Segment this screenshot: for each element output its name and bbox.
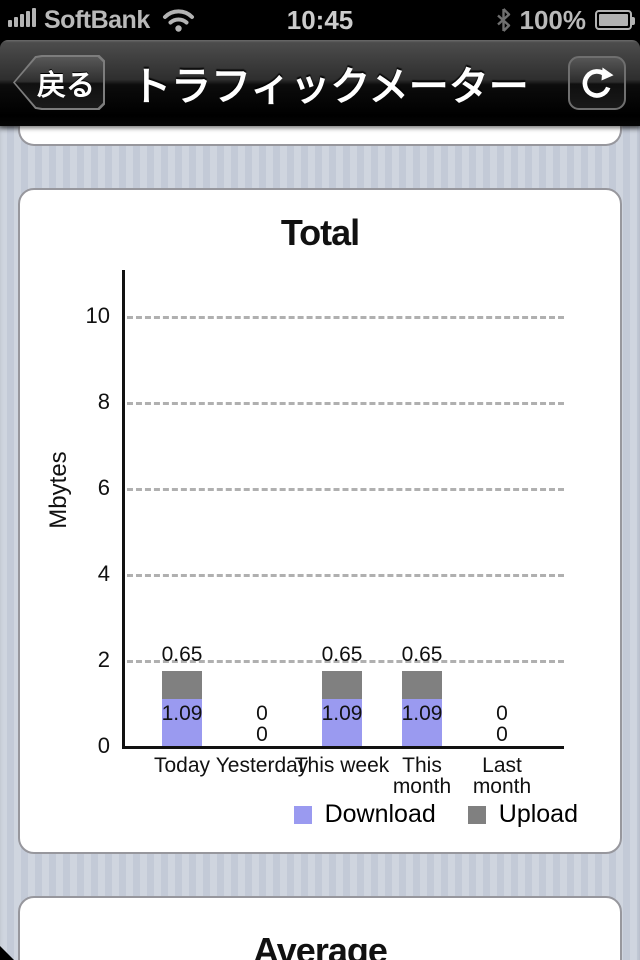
x-category-label-0: Today	[153, 754, 211, 777]
bar-download-label-0: 1.09	[161, 702, 203, 725]
previous-card-bottom	[18, 126, 622, 146]
navigation-bar: トラフィックメーター 戻る	[0, 40, 640, 126]
screen-corner-artifact	[0, 946, 14, 960]
bar-download-3	[402, 699, 442, 746]
carrier-label: SoftBank	[44, 5, 150, 34]
battery-icon	[595, 10, 635, 30]
y-tick-label-6: 6	[97, 475, 110, 500]
average-chart-title: Average	[253, 930, 388, 960]
upload-swatch-icon	[467, 805, 486, 824]
gridline-6	[127, 488, 564, 491]
bar-upload-label-4: 0	[496, 702, 508, 725]
bar-upload-label-0: 0.65	[161, 643, 203, 666]
x-category-label-3: This month	[392, 754, 452, 798]
bar-upload-0	[162, 671, 202, 699]
refresh-icon	[582, 67, 614, 98]
bar-upload-3	[402, 671, 442, 699]
legend-item-upload: Upload	[467, 800, 578, 829]
legend-label-download: Download	[324, 800, 436, 828]
battery-percent-label: 100%	[519, 4, 587, 35]
x-category-label-2: This week	[294, 754, 390, 777]
bar-download-0	[162, 699, 202, 746]
total-chart-plot: Mbytes 0 2 4 6 8 10 1.09 0.65 Today 0 0 Yesterday 1.…	[20, 190, 620, 852]
total-chart-card: Total Mbytes 0 2 4 6 8 10 1.09 0.65 Today 0 0 Yeste…	[18, 188, 622, 854]
x-category-label-1: Yesterday	[215, 754, 309, 777]
gridline-8	[127, 402, 564, 405]
bar-upload-label-3: 0.65	[401, 643, 443, 666]
scroll-content[interactable]: Total Mbytes 0 2 4 6 8 10 1.09 0.65 Today 0 0 Yeste…	[0, 126, 640, 960]
bluetooth-icon	[496, 8, 510, 32]
bar-upload-label-1: 0	[256, 702, 268, 725]
y-tick-label-8: 8	[97, 389, 110, 414]
bar-download-2	[322, 699, 362, 746]
back-button[interactable]: 戻る	[13, 55, 105, 110]
average-chart-card: Average	[18, 896, 622, 960]
gridline-10	[127, 316, 564, 319]
chart-legend: Download Upload	[293, 800, 578, 829]
download-swatch-icon	[293, 805, 312, 824]
y-tick-label-4: 4	[97, 561, 110, 586]
gridline-4	[127, 574, 564, 577]
wifi-icon	[162, 9, 194, 32]
bar-upload-label-2: 0.65	[321, 643, 363, 666]
y-tick-label-2: 2	[97, 647, 110, 672]
gridline-2	[127, 660, 564, 663]
back-button-label: 戻る	[15, 57, 103, 108]
x-axis-line	[122, 746, 564, 749]
x-category-label-4: Last month	[472, 754, 532, 798]
legend-label-upload: Upload	[498, 800, 578, 828]
bar-upload-2	[322, 671, 362, 699]
y-tick-label-0: 0	[97, 733, 110, 758]
bar-download-label-2: 1.09	[321, 702, 363, 725]
bar-download-label-1: 0	[256, 723, 268, 746]
page-title: トラフィックメーター	[131, 65, 529, 109]
bar-download-label-4: 0	[496, 723, 508, 746]
refresh-button[interactable]	[568, 56, 626, 110]
clock: 10:45	[286, 4, 354, 35]
bar-download-label-3: 1.09	[401, 702, 443, 725]
chart-title: Total	[280, 212, 360, 253]
status-bar: SoftBank 10:45 100%	[0, 0, 640, 40]
signal-bars-icon	[8, 8, 36, 30]
y-tick-label-10: 10	[85, 303, 110, 328]
y-axis-line	[122, 270, 125, 749]
legend-item-download: Download	[293, 800, 436, 829]
